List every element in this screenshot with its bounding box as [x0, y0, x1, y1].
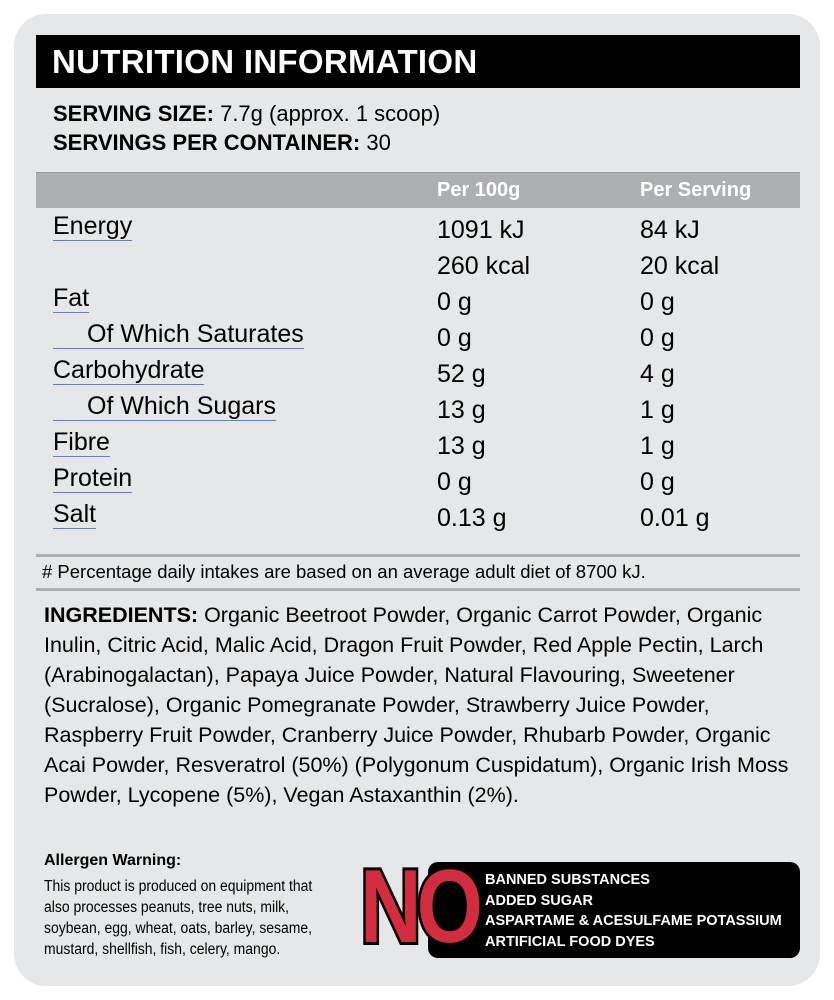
per-serving-value: 84 kJ [640, 216, 700, 244]
table-row: Protein 0 g 0 g [0, 464, 834, 500]
footnote: # Percentage daily intakes are based on … [42, 561, 646, 582]
serving-size-label: SERVING SIZE: [53, 101, 214, 126]
table-row: Salt 0.13 g 0.01 g [0, 500, 834, 536]
no-badge-list: BANNED SUBSTANCES ADDED SUGAR ASPARTAME … [485, 870, 782, 952]
servings-value: 30 [360, 130, 391, 155]
servings-label: SERVINGS PER CONTAINER: [53, 130, 361, 155]
per-serving-value: 0 g [640, 468, 675, 496]
per-100g-value: 13 g [437, 432, 486, 460]
no-item: ADDED SUGAR [485, 892, 593, 909]
header-per-100g: Per 100g [437, 179, 521, 201]
no-item: BANNED SUBSTANCES [485, 872, 650, 888]
no-item: ARTIFICIAL FOOD DYES [485, 933, 655, 950]
per-serving-value: 1 g [640, 432, 675, 460]
per-100g-value: 13 g [437, 396, 486, 424]
nutrient-label: Of Which Saturates [53, 320, 304, 349]
header-per-serving: Per Serving [640, 179, 752, 201]
per-100g-value: 0 g [437, 324, 472, 352]
nutrient-label: Of Which Sugars [53, 392, 276, 421]
nutrient-label: Fat [53, 284, 90, 313]
allergen-text: This product is produced on equipment th… [44, 878, 313, 958]
per-serving-value: 4 g [640, 360, 675, 388]
nutrient-label: Fibre [53, 428, 110, 457]
no-badge [428, 862, 800, 958]
nutrient-label: Salt [53, 500, 97, 529]
no-item: ASPARTAME & ACESULFAME POTASSIUM [485, 913, 782, 929]
no-badge-word: NO [358, 849, 486, 965]
table-row: Fibre 13 g 1 g [0, 428, 834, 464]
table-row: Fat 0 g 0 g [0, 284, 834, 320]
nutrient-label: Protein [53, 464, 133, 493]
ingredients-label: INGREDIENTS: [44, 603, 199, 627]
table-row: Of Which Saturates 0 g 0 g [0, 320, 834, 356]
table-header: Per 100g Per Serving [36, 172, 800, 208]
table-row: Energy 1091 kJ 84 kJ [0, 212, 834, 248]
divider [36, 554, 800, 557]
table-row: Of Which Sugars 13 g 1 g [0, 392, 834, 428]
per-100g-value: 52 g [437, 360, 486, 388]
page-title: NUTRITION INFORMATION [36, 35, 800, 88]
table-row: Carbohydrate 52 g 4 g [0, 356, 834, 392]
divider [36, 588, 800, 591]
ingredients-text: Organic Beetroot Powder, Organic Carrot … [44, 603, 789, 807]
per-100g-value: 0 g [437, 288, 472, 316]
table-row: 260 kcal 20 kcal [0, 248, 834, 284]
serving-size: SERVING SIZE: 7.7g (approx. 1 scoop) [53, 101, 440, 127]
per-serving-value: 0 g [640, 324, 675, 352]
per-100g-value: 0 g [437, 468, 472, 496]
per-serving-value: 1 g [640, 396, 675, 424]
serving-size-value: 7.7g (approx. 1 scoop) [213, 101, 441, 126]
per-serving-value: 20 kcal [640, 252, 720, 280]
per-100g-value: 260 kcal [437, 252, 531, 280]
servings-per-container: SERVINGS PER CONTAINER: 30 [53, 130, 391, 156]
per-100g-value: 1091 kJ [437, 216, 525, 244]
ingredients: INGREDIENTS: Organic Beetroot Powder, Or… [44, 600, 804, 810]
allergen-title: Allergen Warning: [44, 852, 182, 869]
per-serving-value: 0 g [640, 288, 675, 316]
per-100g-value: 0.13 g [437, 504, 507, 532]
nutrient-label: Carbohydrate [53, 356, 205, 385]
nutrient-label: Energy [53, 212, 133, 241]
per-serving-value: 0.01 g [640, 504, 710, 532]
